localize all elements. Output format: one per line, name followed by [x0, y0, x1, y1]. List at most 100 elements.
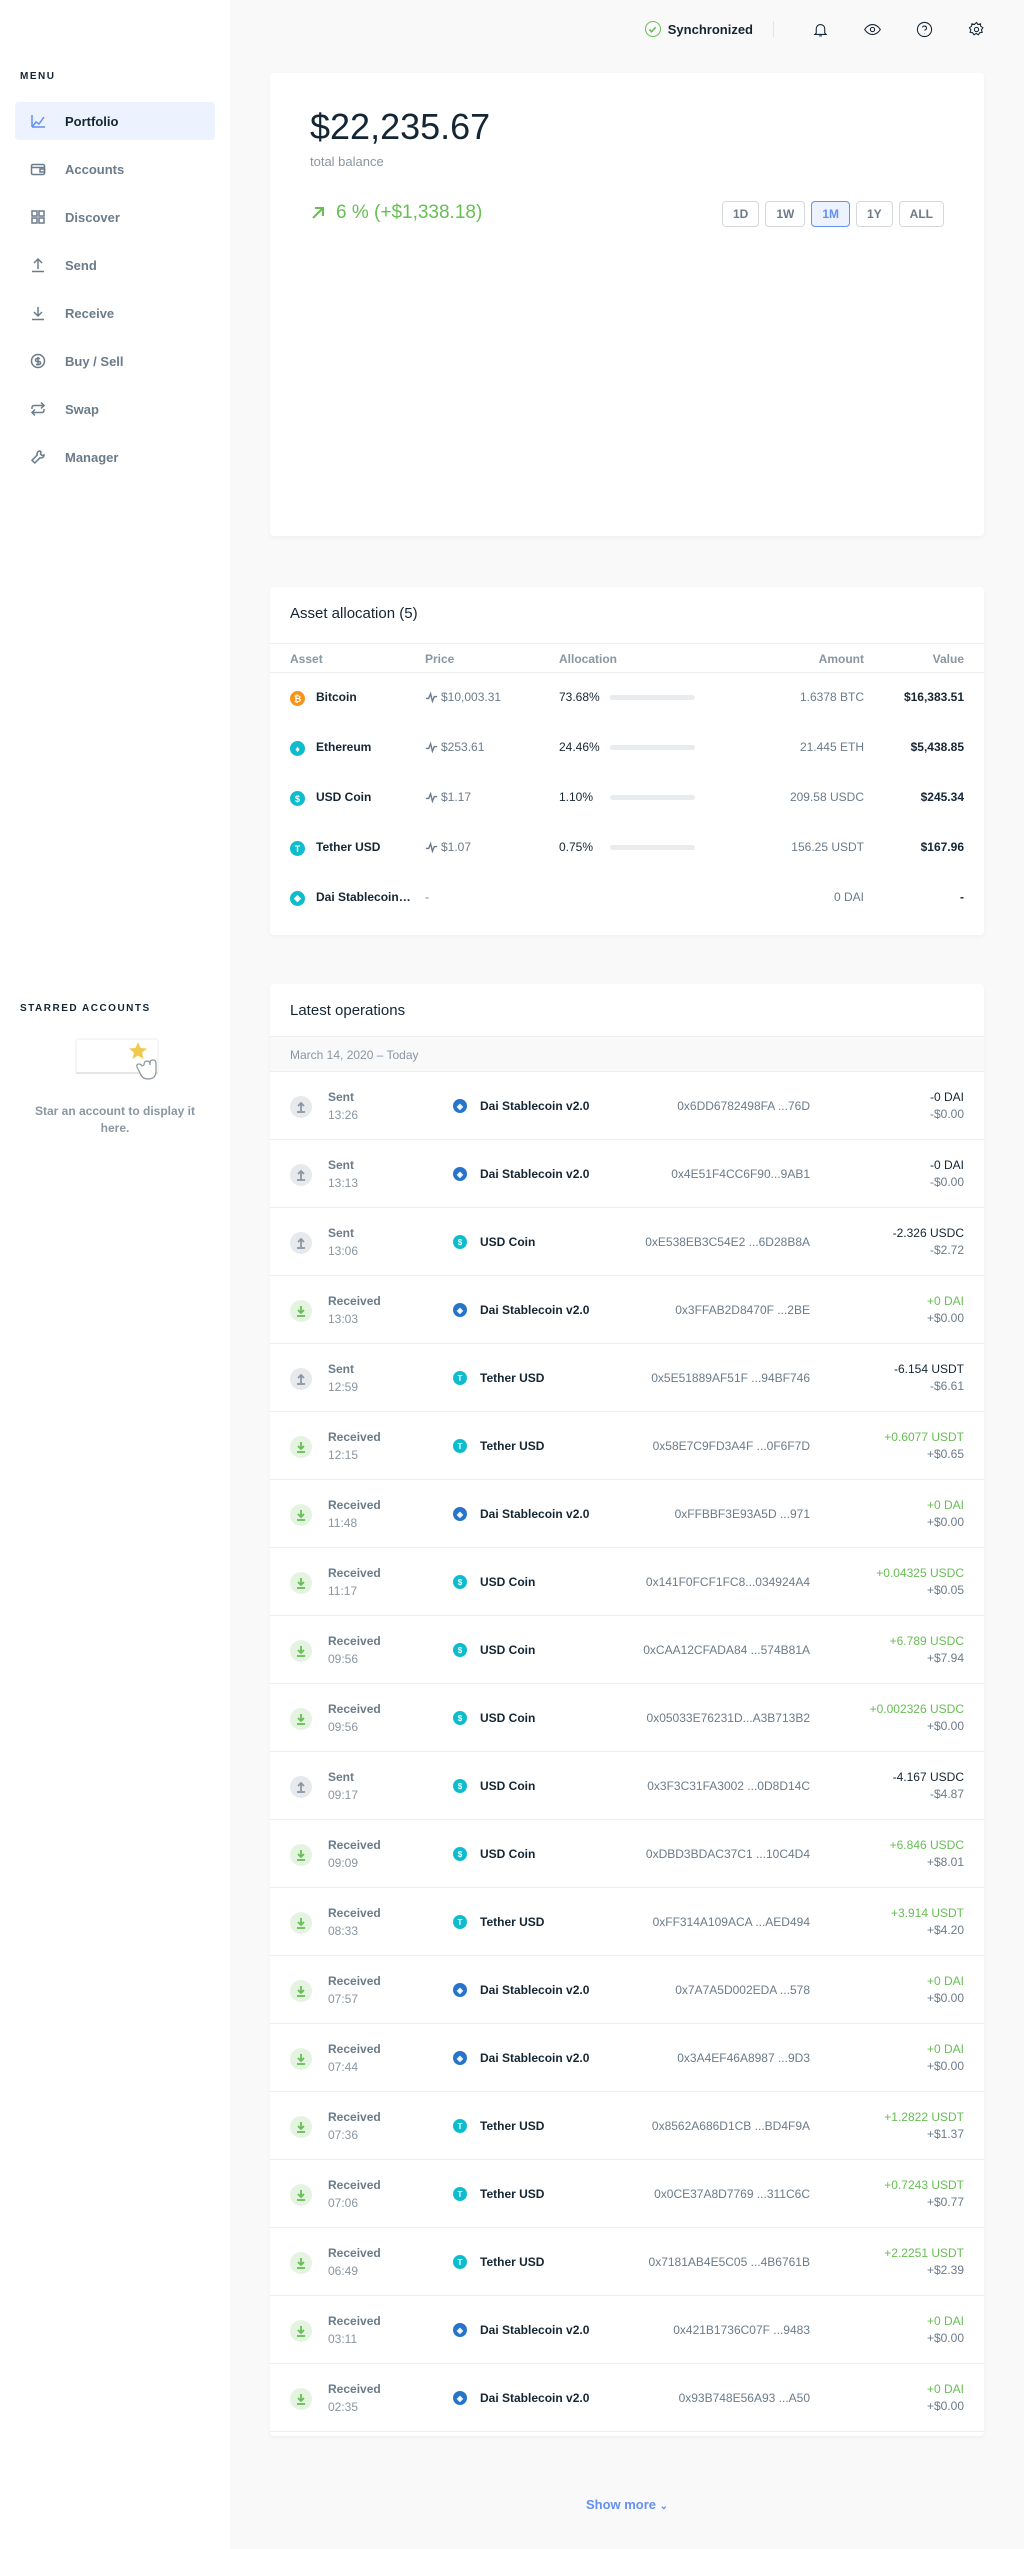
- check-circle-icon: [644, 21, 661, 37]
- operation-row[interactable]: Sent 13:26 ◈ Dai Stablecoin v2.0 0x6DD678249…: [270, 1072, 984, 1140]
- operation-row[interactable]: Received 06:49 T Tether USD 0x7181AB4E5C05 .…: [270, 2228, 984, 2296]
- eye-icon[interactable]: [863, 20, 881, 38]
- operation-currency: Dai Stablecoin v2.0: [480, 2391, 590, 2405]
- show-more-label: Show more: [585, 2497, 657, 2512]
- asset-icon: T: [290, 841, 305, 856]
- sidebar-item-swap[interactable]: Swap: [15, 390, 215, 428]
- allocation-row[interactable]: ◈Dai Stablecoin v2.0-0 DAI-: [270, 873, 984, 923]
- range-1w-button[interactable]: 1W: [765, 201, 806, 227]
- operation-currency: USD Coin: [480, 1643, 536, 1657]
- allocation-row[interactable]: ♦ Ethereum $253.61 24.46% 21.445 ETH $5,438.8…: [270, 723, 984, 773]
- operation-fiat: -$0.00: [929, 1107, 964, 1121]
- col-allocation: Allocation: [559, 652, 618, 666]
- topbar: Synchronized: [230, 0, 1024, 58]
- operation-time: 13:26: [328, 1108, 359, 1122]
- main-nav: Portfolio Accounts Discover Send Receive Buy …: [15, 102, 215, 486]
- swap-arrows-icon: [29, 400, 47, 418]
- operation-row[interactable]: Received 07:44 ◈ Dai Stablecoin v2.0 0x3A4EF…: [270, 2024, 984, 2092]
- allocation-row[interactable]: $ USD Coin $1.17 1.10% 209.58 USDC $245.34: [270, 773, 984, 823]
- operation-address: 0x58E7C9FD3A4F ...0F6F7D: [652, 1439, 810, 1453]
- asset-price: -: [425, 890, 429, 904]
- asset-allocation-pct: 1.10%: [559, 790, 594, 804]
- operation-currency: Dai Stablecoin v2.0: [480, 2051, 590, 2065]
- received-arrow-icon: [290, 1572, 312, 1594]
- star-cursor-icon: [75, 1038, 159, 1080]
- chart-line-icon: [29, 112, 47, 130]
- sidebar-item-label: Swap: [65, 401, 99, 417]
- sidebar-item-receive[interactable]: Receive: [15, 294, 215, 332]
- operation-row[interactable]: Sent 13:13 ◈ Dai Stablecoin v2.0 0x4E51F4CC6…: [270, 1140, 984, 1208]
- operation-time: 07:57: [328, 1992, 359, 2006]
- operation-time: 07:36: [328, 2128, 359, 2142]
- operation-fiat: +$0.65: [926, 1447, 964, 1461]
- asset-icon: ♦: [290, 741, 305, 756]
- bell-icon[interactable]: [811, 20, 829, 38]
- operation-address: 0xFFBBF3E93A5D ...971: [674, 1507, 810, 1521]
- sidebar-item-portfolio[interactable]: Portfolio: [15, 102, 215, 140]
- operation-amount: -2.326 USDC: [892, 1226, 964, 1240]
- time-range-selector: 1D 1W 1M 1Y ALL: [716, 201, 944, 227]
- operation-currency: USD Coin: [480, 1235, 536, 1249]
- operation-row[interactable]: Received 09:09 $ USD Coin 0xDBD3BDAC37C1 ...…: [270, 1820, 984, 1888]
- sidebar-item-buy-sell[interactable]: Buy / Sell: [15, 342, 215, 380]
- operation-row[interactable]: Received 13:03 ◈ Dai Stablecoin v2.0 0x3FFAB…: [270, 1276, 984, 1344]
- range-1y-button[interactable]: 1Y: [855, 201, 893, 227]
- operation-time: 08:33: [328, 1924, 359, 1938]
- show-more-button[interactable]: Show more ⌄: [270, 2497, 984, 2512]
- sidebar-item-label: Send: [65, 257, 97, 273]
- range-1d-button[interactable]: 1D: [721, 201, 760, 227]
- asset-allocation-pct: 73.68%: [559, 690, 600, 704]
- operation-row[interactable]: Received 08:33 T Tether USD 0xFF314A109ACA .…: [270, 1888, 984, 1956]
- operation-type: Sent: [328, 1226, 355, 1240]
- operation-address: 0x3A4EF46A8987 ...9D3: [677, 2051, 810, 2065]
- range-all-button[interactable]: ALL: [898, 201, 944, 227]
- operation-time: 13:06: [328, 1244, 359, 1258]
- received-arrow-icon: [290, 2184, 312, 2206]
- asset-value: $245.34: [920, 790, 964, 804]
- sidebar-item-manager[interactable]: Manager: [15, 438, 215, 476]
- operation-fiat: +$0.00: [926, 2331, 964, 2345]
- operation-amount: +6.789 USDC: [889, 1634, 964, 1648]
- sidebar-item-discover[interactable]: Discover: [15, 198, 215, 236]
- sidebar-item-send[interactable]: Send: [15, 246, 215, 284]
- operation-currency: USD Coin: [480, 1847, 536, 1861]
- operation-time: 02:35: [328, 2400, 359, 2414]
- range-1m-button[interactable]: 1M: [811, 201, 850, 227]
- operation-row[interactable]: Received 11:48 ◈ Dai Stablecoin v2.0 0xFFBBF…: [270, 1480, 984, 1548]
- sync-status[interactable]: Synchronized: [644, 21, 753, 37]
- operation-row[interactable]: Sent 12:59 T Tether USD 0x5E51889AF51F ...94…: [270, 1344, 984, 1412]
- received-arrow-icon: [290, 2320, 312, 2342]
- allocation-row[interactable]: T Tether USD $1.07 0.75% 156.25 USDT $167.96: [270, 823, 984, 873]
- asset-icon: ◈: [290, 891, 305, 906]
- sent-arrow-icon: [290, 1776, 312, 1798]
- allocation-row[interactable]: ₿ Bitcoin $10,003.31 73.68% 1.6378 BTC $16,38…: [270, 673, 984, 723]
- operation-amount: +0 DAI: [926, 1498, 964, 1512]
- operation-row[interactable]: Sent 09:17 $ USD Coin 0x3F3C31FA3002 ...0D8D…: [270, 1752, 984, 1820]
- operation-row[interactable]: Received 02:35 ◈ Dai Stablecoin v2.0 0x93B74…: [270, 2364, 984, 2432]
- operation-row[interactable]: Received 07:06 T Tether USD 0x0CE37A8D7769 .…: [270, 2160, 984, 2228]
- operation-currency: Tether USD: [480, 1915, 545, 1929]
- help-icon[interactable]: [915, 20, 933, 38]
- operation-time: 09:09: [328, 1856, 359, 1870]
- operation-time: 13:13: [328, 1176, 359, 1190]
- operation-row[interactable]: Received 07:36 T Tether USD 0x8562A686D1CB .…: [270, 2092, 984, 2160]
- operation-row[interactable]: Received 09:56 $ USD Coin 0xCAA12CFADA84 ...…: [270, 1616, 984, 1684]
- sidebar-item-accounts[interactable]: Accounts: [15, 150, 215, 188]
- operation-currency: Dai Stablecoin v2.0: [480, 1303, 590, 1317]
- operation-row[interactable]: Received 11:17 $ USD Coin 0x141F0FCF1FC8...0…: [270, 1548, 984, 1616]
- operation-row[interactable]: Sent 13:06 $ USD Coin 0xE538EB3C54E2 ...6D28…: [270, 1208, 984, 1276]
- currency-icon: T: [453, 2187, 467, 2201]
- sent-arrow-icon: [290, 1232, 312, 1254]
- asset-name: USD Coin: [316, 790, 372, 804]
- operation-fiat: -$4.87: [929, 1787, 964, 1801]
- operation-row[interactable]: Received 03:11 ◈ Dai Stablecoin v2.0 0x421B1…: [270, 2296, 984, 2364]
- operation-type: Received: [328, 2314, 381, 2328]
- operation-amount: +0.7243 USDT: [884, 2178, 964, 2192]
- asset-name: Dai Stablecoin v2.0: [316, 890, 411, 904]
- operation-row[interactable]: Received 09:56 $ USD Coin 0x05033E76231D...A…: [270, 1684, 984, 1752]
- settings-gear-icon[interactable]: [967, 20, 985, 38]
- operation-row[interactable]: Received 12:15 T Tether USD 0x58E7C9FD3A4F .…: [270, 1412, 984, 1480]
- sidebar-item-label: Portfolio: [65, 113, 119, 129]
- operation-row[interactable]: Received 07:57 ◈ Dai Stablecoin v2.0 0x7A7A5…: [270, 1956, 984, 2024]
- currency-icon: ◈: [453, 1099, 467, 1113]
